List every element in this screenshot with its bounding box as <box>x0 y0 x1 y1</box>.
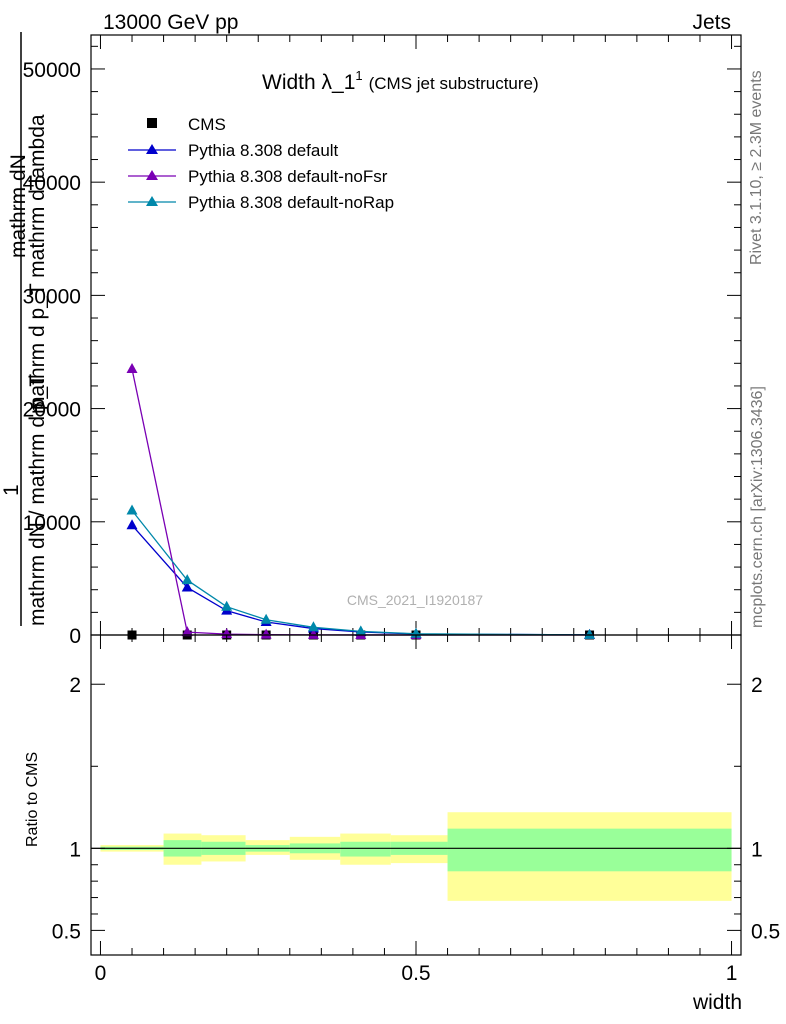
ratio-stat-uncertainty-band <box>340 841 391 857</box>
legend-entry-pythia-default: Pythia 8.308 default <box>128 141 339 160</box>
series-marker-1 <box>181 581 193 592</box>
ratio-ytick-label-left: 1 <box>69 838 81 861</box>
ylabel-line-1: mathrm dN <box>7 154 30 258</box>
series-marker-1 <box>126 519 138 530</box>
ratio-xtick-label: 0.5 <box>401 962 430 985</box>
mcplots-label: mcplots.cern.ch [arXiv:1306.3436] <box>749 386 766 628</box>
ratio-xtick-label: 0 <box>95 962 107 985</box>
x-axis-label: width <box>692 991 742 1014</box>
series-marker-2 <box>307 628 319 639</box>
legend-label-pythia-nofsr: Pythia 8.308 default-noFsr <box>188 167 388 186</box>
main-ytick-label: 0 <box>69 625 81 648</box>
series-line-1 <box>131 524 590 636</box>
series-marker-3 <box>307 621 319 632</box>
series-marker-2 <box>181 626 193 637</box>
chart-title-main: Width λ_1 <box>262 71 355 94</box>
rivet-version-label: Rivet 3.1.10, ≥ 2.3M events <box>748 70 765 265</box>
main-ytick-label: 20000 <box>23 399 81 422</box>
chart-title: Width λ_11 (CMS jet substructure) <box>262 68 539 94</box>
main-ytick-label: 50000 <box>23 59 81 82</box>
header-right: Jets <box>692 11 731 34</box>
ratio-ylabel: Ratio to CMS <box>24 752 41 847</box>
series-marker-3 <box>221 600 233 611</box>
analysis-watermark: CMS_2021_I1920187 <box>347 592 483 608</box>
ratio-ytick-label-right: 0.5 <box>751 920 780 943</box>
ratio-y-ticks: 0.5 0.5 1 1 2 2 <box>52 674 780 943</box>
ratio-bands <box>100 812 732 901</box>
legend-entry-pythia-norap: Pythia 8.308 default-noRap <box>128 193 394 212</box>
series-marker-2 <box>126 362 138 373</box>
legend-label-pythia-default: Pythia 8.308 default <box>188 141 339 160</box>
ratio-ytick-label-left: 0.5 <box>52 920 81 943</box>
chart-title-sub: (CMS jet substructure) <box>369 74 539 93</box>
series-marker-3 <box>126 504 138 515</box>
series-marker-3 <box>260 613 272 624</box>
series-marker-3 <box>355 625 367 636</box>
legend-marker-pythia-norap <box>146 196 158 206</box>
main-x-ticks <box>99 35 733 635</box>
ratio-x-ticks: 0 0.5 1 <box>95 635 738 985</box>
legend: CMS Pythia 8.308 default Pythia 8.308 de… <box>128 115 394 212</box>
legend-entry-pythia-nofsr: Pythia 8.308 default-noFsr <box>128 167 388 186</box>
ylabel-line-4: mathrm dN / mathrm d p_T <box>26 374 49 626</box>
ratio-ytick-label-right: 1 <box>751 838 763 861</box>
ylabel-line-2: mathrm d p_T mathrm d lambda <box>26 114 49 414</box>
series-marker-3 <box>584 628 596 639</box>
main-y-ticks: 0 10000 20000 30000 40000 50000 <box>23 45 741 648</box>
ratio-stat-uncertainty-band <box>447 828 732 872</box>
ratio-ytick-label-left: 2 <box>69 674 81 697</box>
main-ytick-label: 30000 <box>23 285 81 308</box>
header-left: 13000 GeV pp <box>103 11 238 34</box>
main-ytick-label: 40000 <box>23 172 81 195</box>
main-ylabel: mathrm dN mathrm d p_T mathrm d lambda 1… <box>0 32 49 626</box>
legend-label-pythia-norap: Pythia 8.308 default-noRap <box>188 193 394 212</box>
series-line-3 <box>131 510 590 636</box>
legend-marker-pythia-nofsr <box>146 170 158 180</box>
series-marker-3 <box>181 574 193 585</box>
main-panel: CMS_2021_I1920187 0 10000 20000 30000 40000 5… <box>23 34 742 648</box>
legend-entry-cms: CMS <box>147 115 226 134</box>
legend-marker-cms <box>147 118 157 128</box>
legend-label-cms: CMS <box>188 115 226 134</box>
ratio-xtick-label: 1 <box>726 962 738 985</box>
ratio-ytick-label-right: 2 <box>751 674 763 697</box>
chart-title-sup: 1 <box>355 68 362 83</box>
ratio-panel: 0.5 0.51 12 2 0 0.5 1 <box>52 634 780 985</box>
ylabel-line-3: 1 <box>0 484 23 496</box>
ratio-frame <box>90 634 742 956</box>
legend-marker-pythia-default <box>146 144 158 154</box>
series-marker-2 <box>260 628 272 639</box>
main-ytick-label: 10000 <box>23 512 81 535</box>
